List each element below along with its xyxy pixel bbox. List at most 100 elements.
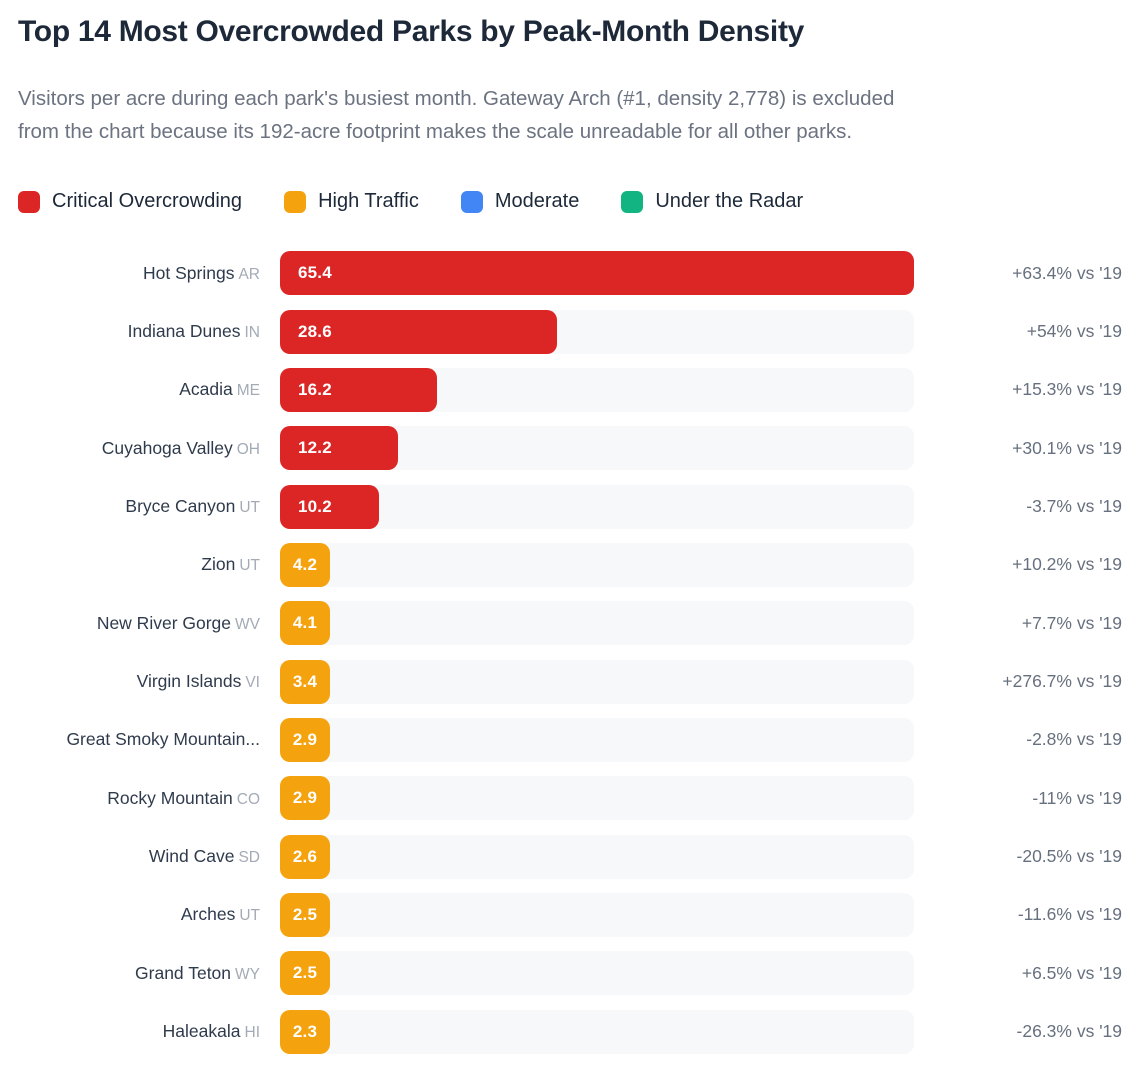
chart-subtitle: Visitors per acre during each park's bus… bbox=[18, 82, 1122, 148]
density-bar[interactable]: 2.5 bbox=[280, 892, 330, 937]
park-state-code: UT bbox=[239, 499, 260, 517]
park-label: Acadia ME bbox=[18, 379, 260, 400]
bar-value-label: 28.6 bbox=[298, 321, 332, 341]
legend-label: High Traffic bbox=[318, 190, 419, 212]
legend-swatch-icon bbox=[18, 190, 40, 213]
density-bar[interactable]: 2.3 bbox=[280, 1009, 330, 1054]
park-name: Virgin Islands bbox=[136, 671, 242, 692]
park-label: Cuyahoga Valley OH bbox=[18, 438, 260, 459]
density-bar[interactable]: 2.6 bbox=[280, 834, 330, 879]
bar-track: 16.2 bbox=[280, 367, 914, 412]
park-label: Hot Springs AR bbox=[18, 263, 260, 284]
bar-value-label: 2.6 bbox=[292, 846, 318, 866]
bar-value-label: 4.2 bbox=[292, 554, 318, 574]
bar-track: 12.2 bbox=[280, 426, 914, 471]
density-bar[interactable]: 10.2 bbox=[280, 484, 379, 529]
bar-track: 2.5 bbox=[280, 951, 914, 996]
density-bar[interactable]: 4.2 bbox=[280, 542, 330, 587]
park-label: Great Smoky Mountain... bbox=[18, 729, 260, 750]
legend-item-high-traffic[interactable]: High Traffic bbox=[284, 190, 419, 213]
chart-row: Acadia ME 16.2 +15.3% vs '19 bbox=[18, 361, 1122, 419]
legend-label: Critical Overcrowding bbox=[52, 190, 243, 212]
park-state-code: WV bbox=[235, 615, 260, 633]
park-name: Zion bbox=[201, 554, 236, 575]
legend-item-moderate[interactable]: Moderate bbox=[460, 190, 580, 213]
park-name: Rocky Mountain bbox=[107, 787, 233, 808]
bar-value-label: 2.9 bbox=[292, 729, 318, 749]
park-label: Zion UT bbox=[18, 554, 260, 575]
park-name: Wind Cave bbox=[148, 846, 235, 867]
park-name: Haleakala bbox=[162, 1021, 241, 1042]
chart-row: Wind Cave SD 2.6 -20.5% vs '19 bbox=[18, 827, 1122, 885]
change-vs-2019-label: +63.4% vs '19 bbox=[1012, 262, 1122, 283]
chart-row: Virgin Islands VI 3.4 +276.7% vs '19 bbox=[18, 652, 1122, 710]
park-name: Indiana Dunes bbox=[127, 321, 241, 342]
change-vs-2019-label: -26.3% vs '19 bbox=[1016, 1021, 1122, 1042]
park-state-code: SD bbox=[238, 849, 260, 867]
bar-value-label: 65.4 bbox=[298, 263, 332, 283]
park-name: Grand Teton bbox=[135, 962, 232, 983]
park-state-code: HI bbox=[244, 1024, 261, 1042]
park-state-code: AR bbox=[238, 265, 260, 283]
legend-item-under-the-radar[interactable]: Under the Radar bbox=[621, 190, 803, 213]
bar-track: 2.9 bbox=[280, 717, 914, 762]
change-vs-2019-label: +54% vs '19 bbox=[1026, 321, 1122, 342]
park-name: Hot Springs bbox=[143, 262, 235, 283]
legend-swatch-icon bbox=[621, 190, 644, 213]
bar-value-label: 10.2 bbox=[298, 496, 332, 516]
park-name: Cuyahoga Valley bbox=[101, 437, 233, 458]
bar-value-label: 3.4 bbox=[292, 671, 318, 691]
density-bar-chart: Hot Springs AR 65.4 +63.4% vs '19 Indiana Du… bbox=[18, 244, 1122, 1061]
legend: Critical Overcrowding High Traffic Moderat… bbox=[18, 190, 1122, 213]
density-bar[interactable]: 16.2 bbox=[280, 367, 438, 412]
change-vs-2019-label: -20.5% vs '19 bbox=[1016, 846, 1122, 867]
bar-value-label: 4.1 bbox=[292, 613, 318, 633]
park-state-code: OH bbox=[236, 440, 260, 458]
change-vs-2019-label: -11% vs '19 bbox=[1032, 787, 1122, 808]
park-label: Grand Teton WY bbox=[18, 963, 260, 984]
density-bar[interactable]: 2.9 bbox=[280, 776, 330, 821]
density-bar[interactable]: 2.9 bbox=[280, 717, 330, 762]
change-vs-2019-label: -11.6% vs '19 bbox=[1017, 904, 1122, 925]
density-bar[interactable]: 4.1 bbox=[280, 601, 330, 646]
park-label: Arches UT bbox=[18, 904, 260, 925]
park-name: Arches bbox=[180, 904, 236, 925]
legend-item-critical-overcrowding[interactable]: Critical Overcrowding bbox=[18, 190, 242, 213]
park-label: Rocky Mountain CO bbox=[18, 788, 260, 809]
legend-swatch-icon bbox=[460, 190, 483, 213]
density-bar[interactable]: 3.4 bbox=[280, 659, 330, 704]
bar-value-label: 2.5 bbox=[292, 963, 318, 983]
change-vs-2019-label: +30.1% vs '19 bbox=[1012, 437, 1122, 458]
bar-track: 65.4 bbox=[280, 251, 914, 296]
park-state-code: UT bbox=[239, 557, 260, 575]
density-bar[interactable]: 12.2 bbox=[280, 426, 399, 471]
bar-value-label: 2.3 bbox=[292, 1021, 318, 1041]
bar-value-label: 2.9 bbox=[292, 788, 318, 808]
chart-row: Grand Teton WY 2.5 +6.5% vs '19 bbox=[18, 944, 1122, 1002]
change-vs-2019-label: +15.3% vs '19 bbox=[1012, 379, 1122, 400]
bar-track: 2.3 bbox=[280, 1009, 914, 1054]
park-state-code: VI bbox=[245, 674, 260, 692]
density-bar[interactable]: 2.5 bbox=[280, 951, 330, 996]
legend-swatch-icon bbox=[284, 190, 307, 213]
chart-row: Arches UT 2.5 -11.6% vs '19 bbox=[18, 886, 1122, 944]
change-vs-2019-label: +6.5% vs '19 bbox=[1021, 962, 1122, 983]
park-label: Bryce Canyon UT bbox=[18, 496, 260, 517]
density-bar[interactable]: 28.6 bbox=[280, 309, 558, 354]
park-state-code: CO bbox=[236, 790, 260, 808]
change-vs-2019-label: +7.7% vs '19 bbox=[1021, 612, 1122, 633]
change-vs-2019-label: -3.7% vs '19 bbox=[1026, 496, 1122, 517]
chart-row: Bryce Canyon UT 10.2 -3.7% vs '19 bbox=[18, 477, 1122, 535]
chart-row: Zion UT 4.2 +10.2% vs '19 bbox=[18, 536, 1122, 594]
bar-track: 2.5 bbox=[280, 892, 914, 937]
legend-label: Moderate bbox=[494, 190, 580, 212]
park-state-code: UT bbox=[239, 907, 260, 925]
density-bar[interactable]: 65.4 bbox=[280, 251, 914, 296]
park-state-code: ME bbox=[236, 382, 260, 400]
bar-track: 4.1 bbox=[280, 601, 914, 646]
change-vs-2019-label: -2.8% vs '19 bbox=[1026, 729, 1122, 750]
bar-track: 4.2 bbox=[280, 542, 914, 587]
park-label: Haleakala HI bbox=[18, 1021, 260, 1042]
chart-row: Great Smoky Mountain... 2.9 -2.8% vs '19 bbox=[18, 711, 1122, 769]
bar-track: 10.2 bbox=[280, 484, 914, 529]
